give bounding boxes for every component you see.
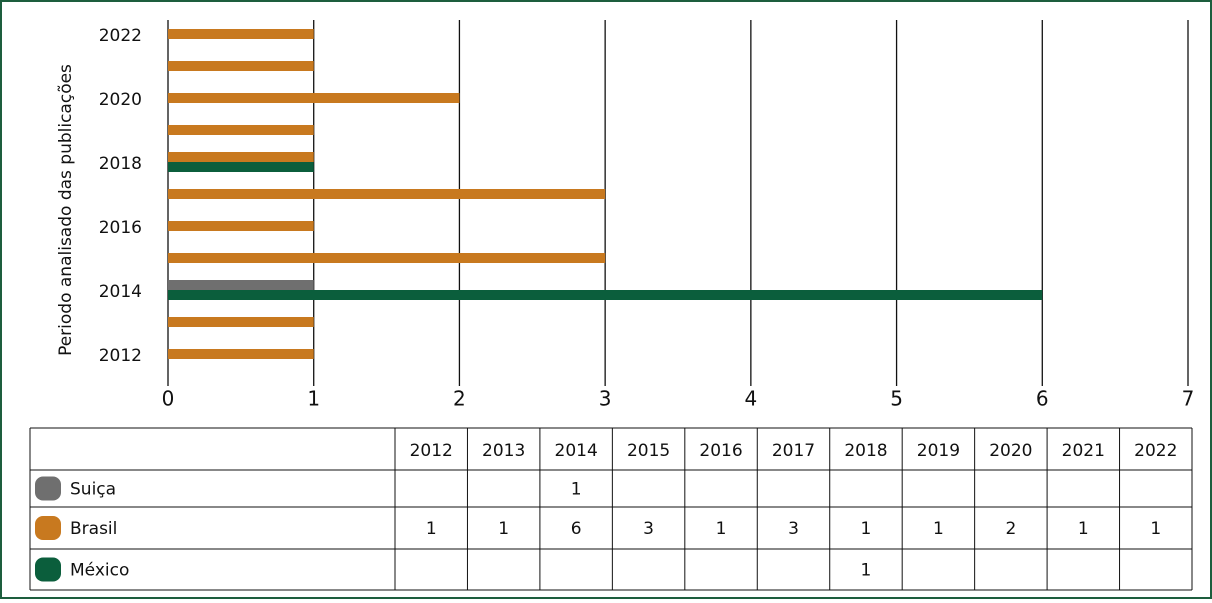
x-tick-label: 0 — [162, 387, 175, 411]
legend-label: Brasil — [70, 519, 117, 539]
x-tick-label: 3 — [599, 387, 612, 411]
table-cell: 1 — [1078, 519, 1089, 539]
table-cell: 1 — [498, 519, 509, 539]
y-tick-label: 2022 — [99, 26, 142, 46]
table-cell: 6 — [571, 519, 582, 539]
x-tick-label: 6 — [1036, 387, 1049, 411]
y-tick-label: 2012 — [99, 346, 142, 366]
legend-swatch — [35, 476, 61, 501]
table-header: 2022 — [1134, 441, 1177, 461]
table-header: 2017 — [772, 441, 815, 461]
bar — [168, 189, 606, 199]
bar — [168, 349, 314, 359]
table-cell: 1 — [426, 519, 437, 539]
bar — [168, 317, 314, 327]
legend-label: Suiça — [70, 480, 116, 500]
table-header: 2019 — [917, 441, 960, 461]
y-tick-label: 2018 — [99, 154, 142, 174]
table-cell: 1 — [933, 519, 944, 539]
bar — [168, 253, 606, 263]
table-header: 2013 — [482, 441, 525, 461]
x-tick-label: 1 — [307, 387, 320, 411]
bar — [168, 152, 314, 162]
table-header: 2012 — [410, 441, 453, 461]
y-tick-label: 2020 — [99, 90, 142, 110]
table-header: 2015 — [627, 441, 670, 461]
bar — [168, 125, 314, 135]
x-tick-label: 4 — [744, 387, 757, 411]
table-cell: 2 — [1005, 519, 1016, 539]
table-header: 2014 — [555, 441, 598, 461]
table-cell: 1 — [861, 519, 872, 539]
bar — [168, 290, 1043, 300]
table-cell: 3 — [788, 519, 799, 539]
y-tick-label: 2016 — [99, 218, 142, 238]
x-tick-label: 5 — [890, 387, 903, 411]
bar — [168, 93, 460, 103]
table-header: 2016 — [699, 441, 742, 461]
table-header: 2020 — [989, 441, 1032, 461]
legend-swatch — [35, 557, 61, 582]
bar — [168, 61, 314, 71]
table-cell: 1 — [716, 519, 727, 539]
legend-swatch — [35, 516, 61, 540]
table-header: 2018 — [844, 441, 887, 461]
x-tick-label: 7 — [1182, 387, 1195, 411]
x-tick-label: 2 — [453, 387, 466, 411]
bar — [168, 280, 314, 290]
legend-label: México — [70, 561, 129, 581]
bar — [168, 221, 314, 231]
bar — [168, 162, 314, 172]
y-axis-label: Periodo analisado das publicações — [56, 64, 76, 356]
table-cell: 1 — [861, 561, 872, 581]
table-cell: 1 — [571, 480, 582, 500]
table-cell: 1 — [1150, 519, 1161, 539]
bar — [168, 29, 314, 39]
table-header: 2021 — [1062, 441, 1105, 461]
y-tick-label: 2014 — [99, 282, 142, 302]
table-cell: 3 — [643, 519, 654, 539]
